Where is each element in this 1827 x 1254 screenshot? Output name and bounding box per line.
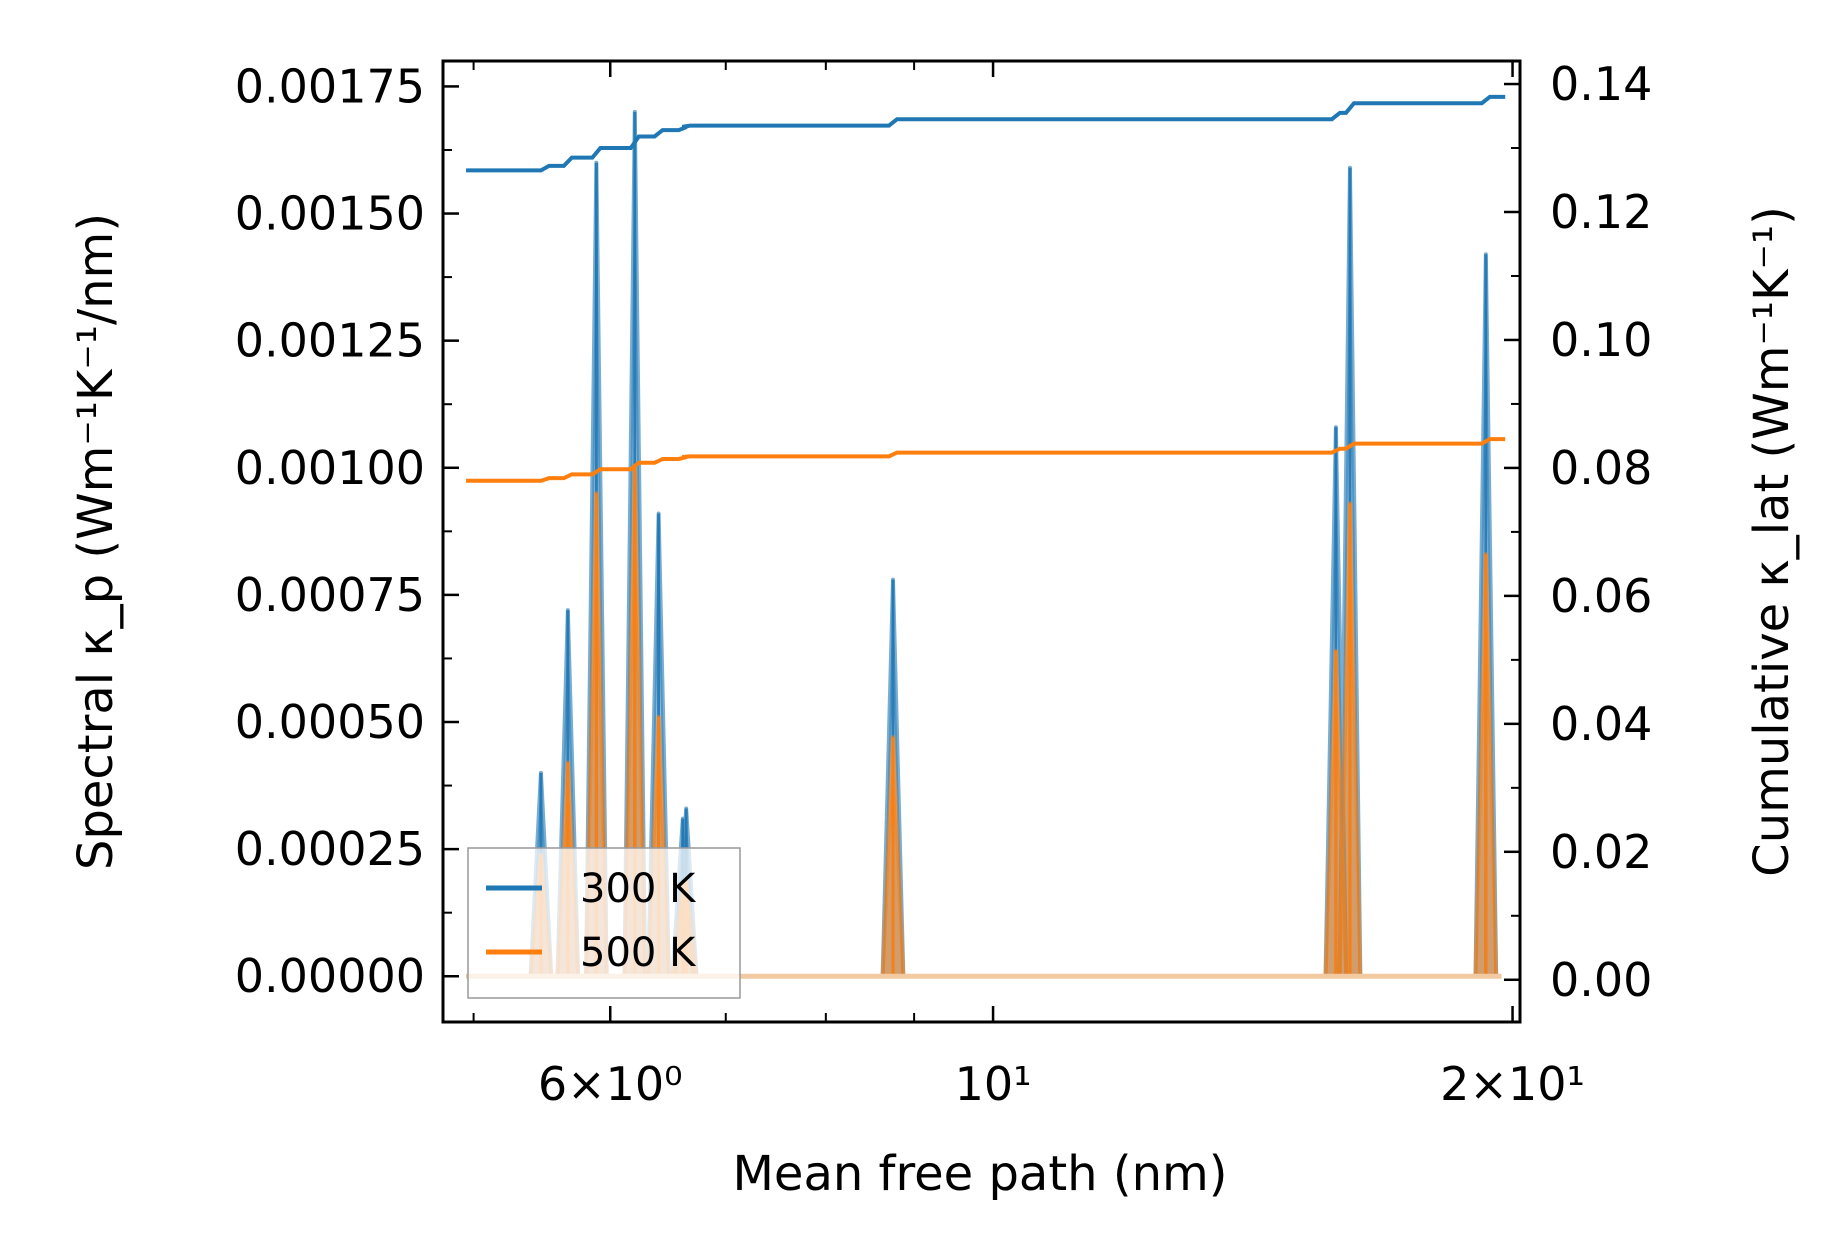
y-tick-label: 0.00050	[235, 695, 425, 749]
legend-box	[467, 847, 741, 999]
y2-tick-label: 0.08	[1550, 441, 1652, 495]
y2-tick-label: 0.14	[1550, 57, 1652, 111]
axes-layer: 0.000000.000250.000500.000750.001000.001…	[68, 57, 1800, 1111]
legend-label: 500 K	[580, 930, 697, 976]
y2-tick-label: 0.10	[1550, 313, 1652, 367]
y2-tick-label: 0.12	[1550, 185, 1652, 239]
y2-axis-label: Cumulative κ_lat (Wm⁻¹K⁻¹)	[1744, 206, 1800, 877]
x-tick-label: 10¹	[955, 1057, 1032, 1111]
y-tick-label: 0.00150	[235, 187, 425, 241]
y2-tick-label: 0.06	[1550, 569, 1652, 623]
legend: 300 K 500 K	[467, 847, 741, 999]
y2-tick-label: 0.04	[1550, 697, 1652, 751]
y-tick-label: 0.00025	[235, 822, 425, 876]
y2-tick-label: 0.02	[1550, 825, 1652, 879]
legend-label: 300 K	[580, 866, 697, 912]
cumulative-line-500k	[466, 437, 1506, 483]
x-tick-label: 2×10¹	[1440, 1057, 1585, 1111]
x-axis-label: Mean free path (nm)	[733, 1146, 1228, 1202]
y-tick-label: 0.00075	[235, 568, 425, 622]
y-tick-label: 0.00175	[235, 59, 425, 113]
y-tick-label: 0.00100	[235, 441, 425, 495]
y-axis-label: Spectral κ_p (Wm⁻¹K⁻¹/nm)	[68, 213, 124, 870]
y-tick-label: 0.00125	[235, 314, 425, 368]
plot-frame	[441, 59, 1522, 1024]
y2-tick-label: 0.00	[1550, 953, 1652, 1007]
y-tick-label: 0.00000	[235, 949, 425, 1003]
x-tick-label: 6×10⁰	[538, 1057, 683, 1111]
cumulative-line-300k	[466, 94, 1506, 173]
